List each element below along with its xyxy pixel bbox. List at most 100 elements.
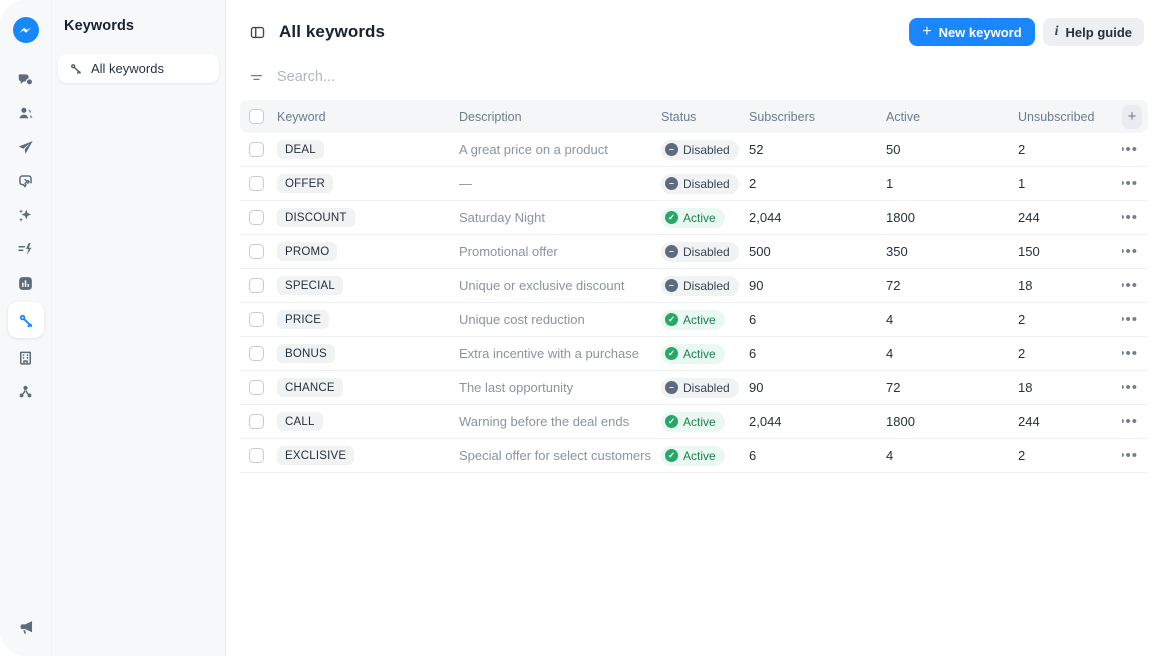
row-actions-button[interactable]: ••• (1122, 345, 1138, 362)
keyword-description: The last opportunity (459, 380, 574, 395)
row-checkbox[interactable] (249, 380, 264, 395)
status-badge: Disabled (661, 241, 739, 262)
megaphone-icon (17, 618, 36, 637)
active-value: 4 (886, 346, 894, 361)
sidebar-item-automation[interactable] (8, 232, 44, 266)
keywords-table: Keyword Description Status Subscribers A… (240, 100, 1148, 473)
keyword-chip: OFFER (277, 174, 333, 194)
table-row[interactable]: EXCLISIVE Special offer for select custo… (240, 439, 1148, 473)
select-all-checkbox[interactable] (249, 109, 264, 124)
row-checkbox[interactable] (249, 278, 264, 293)
column-header-unsubscribed: Unsubscribed (1018, 109, 1095, 124)
sidebar-item-broadcasting[interactable] (8, 130, 44, 164)
add-column-button[interactable]: + (1122, 104, 1142, 129)
unsubscribed-value: 244 (1018, 210, 1040, 225)
keyword-description: Promotional offer (459, 244, 558, 259)
key-icon (16, 311, 35, 330)
table-row[interactable]: BONUS Extra incentive with a purchase Ac… (240, 337, 1148, 371)
table-row[interactable]: OFFER — Disabled 2 1 1 ••• (240, 167, 1148, 201)
status-label: Active (683, 448, 716, 463)
help-guide-button[interactable]: i Help guide (1042, 18, 1144, 46)
row-actions-button[interactable]: ••• (1122, 277, 1138, 294)
keyword-description: Saturday Night (459, 210, 545, 225)
keyword-description: — (459, 176, 472, 191)
chat-bubbles-icon (16, 70, 35, 89)
sidebar-item-live-chat[interactable] (8, 62, 44, 96)
row-checkbox[interactable] (249, 244, 264, 259)
status-label: Disabled (683, 244, 730, 259)
plus-icon: + (922, 22, 932, 40)
status-label: Disabled (683, 142, 730, 157)
sidebar-item-integrations[interactable] (8, 374, 44, 408)
sidebar-item-company[interactable] (8, 340, 44, 374)
row-checkbox[interactable] (249, 414, 264, 429)
table-row[interactable]: PRICE Unique cost reduction Active 6 4 2… (240, 303, 1148, 337)
row-checkbox[interactable] (249, 448, 264, 463)
page-title: All keywords (279, 22, 386, 41)
keyword-description: Unique or exclusive discount (459, 278, 625, 293)
status-label: Disabled (683, 278, 730, 293)
row-actions-button[interactable]: ••• (1122, 379, 1138, 396)
table-row[interactable]: CHANCE The last opportunity Disabled 90 … (240, 371, 1148, 405)
row-actions-button[interactable]: ••• (1122, 413, 1138, 430)
sidebar-item-announcements[interactable] (8, 610, 44, 644)
unsubscribed-value: 2 (1018, 448, 1026, 463)
row-actions-button[interactable]: ••• (1122, 141, 1138, 158)
status-label: Active (683, 210, 716, 225)
row-checkbox[interactable] (249, 312, 264, 327)
row-actions-button[interactable]: ••• (1122, 447, 1138, 464)
keyword-chip: BONUS (277, 344, 335, 364)
sidebar-item-keywords[interactable] (7, 302, 44, 338)
hierarchy-icon (16, 382, 35, 401)
sidebar-title: Keywords (64, 18, 135, 34)
keyword-chip: DEAL (277, 140, 324, 160)
active-value: 4 (886, 312, 894, 327)
keyword-chip: SPECIAL (277, 276, 343, 296)
row-actions-button[interactable]: ••• (1122, 311, 1138, 328)
keyword-description: Warning before the deal ends (459, 414, 630, 429)
table-row[interactable]: DISCOUNT Saturday Night Active 2,044 180… (240, 201, 1148, 235)
status-badge: Active (661, 207, 725, 228)
subscribers-value: 52 (749, 142, 764, 157)
paper-plane-icon (16, 138, 35, 157)
table-row[interactable]: SPECIAL Unique or exclusive discount Dis… (240, 269, 1148, 303)
sidebar-item-contacts[interactable] (8, 96, 44, 130)
keywords-sidebar: Keywords All keywords (52, 0, 226, 656)
active-value: 50 (886, 142, 901, 157)
status-badge: Disabled (661, 377, 739, 398)
sidebar-item-flows[interactable] (8, 164, 44, 198)
messenger-logo-icon[interactable] (12, 16, 40, 44)
unsubscribed-value: 2 (1018, 312, 1026, 327)
table-row[interactable]: PROMO Promotional offer Disabled 500 350… (240, 235, 1148, 269)
table-row[interactable]: CALL Warning before the deal ends Active… (240, 405, 1148, 439)
new-keyword-button[interactable]: + New keyword (909, 18, 1035, 46)
row-checkbox[interactable] (249, 346, 264, 361)
collapse-sidebar-icon[interactable] (249, 24, 266, 41)
subscribers-value: 6 (749, 346, 757, 361)
row-actions-button[interactable]: ••• (1122, 209, 1138, 226)
table-row[interactable]: DEAL A great price on a product Disabled… (240, 133, 1148, 167)
unsubscribed-value: 2 (1018, 142, 1026, 157)
subscribers-value: 2 (749, 176, 757, 191)
sidebar-item-all-keywords[interactable]: All keywords (58, 54, 219, 83)
row-actions-button[interactable]: ••• (1122, 175, 1138, 192)
row-checkbox[interactable] (249, 210, 264, 225)
key-icon (68, 61, 83, 76)
status-badge: Active (661, 411, 725, 432)
status-label: Active (683, 312, 716, 327)
row-checkbox[interactable] (249, 176, 264, 191)
filter-icon[interactable] (249, 70, 264, 85)
sidebar-item-analytics[interactable] (8, 266, 44, 300)
row-checkbox[interactable] (249, 142, 264, 157)
building-icon (16, 348, 35, 367)
table-body: DEAL A great price on a product Disabled… (240, 133, 1148, 473)
subscribers-value: 90 (749, 278, 764, 293)
search-input[interactable] (277, 69, 1144, 85)
active-value: 1 (886, 176, 894, 191)
keyword-description: Unique cost reduction (459, 312, 585, 327)
unsubscribed-value: 2 (1018, 346, 1026, 361)
sidebar-item-ai[interactable] (8, 198, 44, 232)
row-actions-button[interactable]: ••• (1122, 243, 1138, 260)
keyword-description: Extra incentive with a purchase (459, 346, 639, 361)
bar-chart-icon (16, 274, 35, 293)
